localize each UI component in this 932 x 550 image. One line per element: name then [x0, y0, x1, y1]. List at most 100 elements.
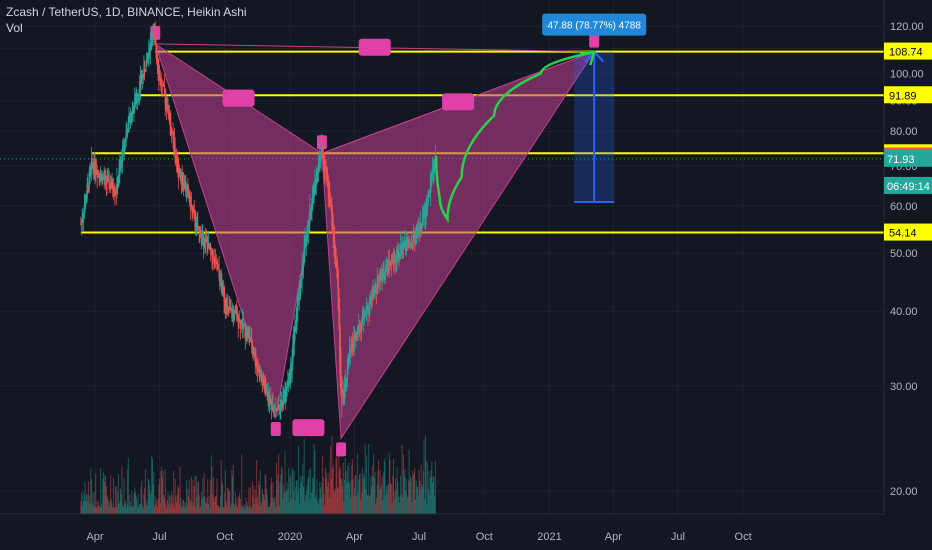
harmonic-pattern[interactable]: [150, 25, 600, 457]
volume-bar: [290, 477, 292, 514]
volume-bar: [378, 460, 380, 514]
candle-body: [422, 215, 424, 222]
candle-body: [267, 394, 269, 402]
candle-body: [163, 84, 165, 87]
candle-body: [152, 26, 154, 42]
candle-body: [291, 357, 293, 371]
candle-body: [129, 120, 131, 123]
price-range-measure[interactable]: 47.88 (78.77%) 4788: [542, 13, 647, 204]
volume-bar: [143, 494, 145, 514]
candle-body: [197, 227, 200, 230]
candle-body: [105, 175, 107, 178]
time-axis[interactable]: Apr Jul Oct 2020 Apr Jul Oct 2021 Apr Jul Oct: [0, 513, 884, 543]
volume-bar: [183, 500, 185, 514]
volume-bar: [223, 507, 225, 514]
volume-bar: [407, 497, 409, 514]
candle-body: [194, 212, 196, 228]
volume-bar: [306, 485, 308, 514]
volume-bar: [153, 471, 155, 514]
candle-body: [110, 183, 112, 190]
volume-bar: [319, 481, 321, 514]
volume-bar: [326, 472, 328, 514]
candle-body: [199, 229, 201, 241]
volume-bar: [140, 486, 142, 514]
candle-body: [385, 263, 387, 271]
candle-body: [302, 253, 305, 271]
candle-body: [396, 257, 398, 259]
volume-bar: [380, 487, 382, 514]
volume-bar: [322, 476, 324, 514]
candle-body: [124, 138, 126, 147]
candle-body: [419, 221, 422, 233]
volume-bar: [411, 502, 413, 514]
candle-body: [300, 277, 302, 286]
candle-body: [245, 331, 247, 338]
volume-bar: [166, 507, 168, 514]
volume-bar: [399, 496, 401, 514]
volume-bar: [124, 503, 126, 514]
pattern-point-label: [270, 421, 281, 436]
candle-body: [213, 257, 215, 259]
candle-body: [186, 185, 188, 188]
volume-bar: [174, 478, 176, 514]
candle-body: [193, 209, 195, 212]
volume-bar: [206, 497, 208, 514]
symbol-title[interactable]: Zcash / TetherUS, 1D, BINANCE, Heikin As…: [6, 5, 247, 19]
candle-body: [155, 38, 157, 54]
volume-bar: [395, 489, 397, 514]
volume-bar: [337, 487, 339, 514]
volume-bar: [408, 449, 410, 514]
volume-bar: [246, 505, 248, 514]
volume-bar: [188, 496, 190, 514]
candle-body: [290, 367, 292, 374]
candle-body: [406, 240, 408, 242]
volume-bar: [331, 435, 333, 514]
pattern-ratio-label: [292, 419, 325, 437]
candle-body: [300, 282, 302, 290]
candle-body: [285, 386, 288, 396]
candle-body: [116, 178, 118, 193]
volume-bar: [264, 474, 266, 514]
volume-bar: [425, 460, 427, 514]
projection-arrow[interactable]: [434, 50, 596, 224]
volume-bar: [162, 470, 164, 514]
volume-bar: [237, 507, 239, 514]
price-axis[interactable]: 120.00110.00100.0090.0080.0070.0060.0050…: [883, 0, 932, 550]
volume-bar: [413, 473, 415, 514]
candle-body: [167, 104, 169, 108]
volume-indicator-label[interactable]: Vol: [6, 21, 23, 35]
candle-body: [214, 259, 217, 263]
volume-bar: [137, 494, 139, 514]
candle-body: [228, 306, 230, 312]
candle-body: [375, 289, 378, 293]
volume-bar: [81, 493, 83, 514]
volume-bar: [242, 504, 244, 514]
volume-bar: [151, 455, 153, 514]
volume-bar: [344, 458, 346, 514]
candle-body: [206, 238, 208, 245]
volume-bar: [375, 504, 377, 514]
candle-body: [104, 175, 106, 180]
volume-bar: [146, 505, 148, 514]
volume-bar: [120, 493, 122, 514]
volume-bar: [80, 501, 82, 514]
volume-bar: [214, 497, 216, 514]
volume-bar: [417, 486, 419, 514]
candle-body: [210, 245, 212, 251]
candle-body: [122, 145, 124, 163]
volume-bar: [241, 454, 243, 514]
candle-body: [111, 180, 113, 187]
candle-body: [98, 173, 100, 179]
chart-grid: [0, 0, 884, 514]
volume-bar: [427, 489, 429, 514]
volume-bar: [203, 473, 205, 514]
volume-bar: [198, 495, 200, 514]
volume-bar: [378, 489, 380, 514]
candle-body: [161, 84, 163, 86]
volume-bar: [392, 475, 394, 514]
candle-body: [336, 259, 338, 266]
volume-bar: [185, 502, 187, 514]
volume-bar: [253, 485, 255, 514]
candle-body: [422, 216, 424, 227]
